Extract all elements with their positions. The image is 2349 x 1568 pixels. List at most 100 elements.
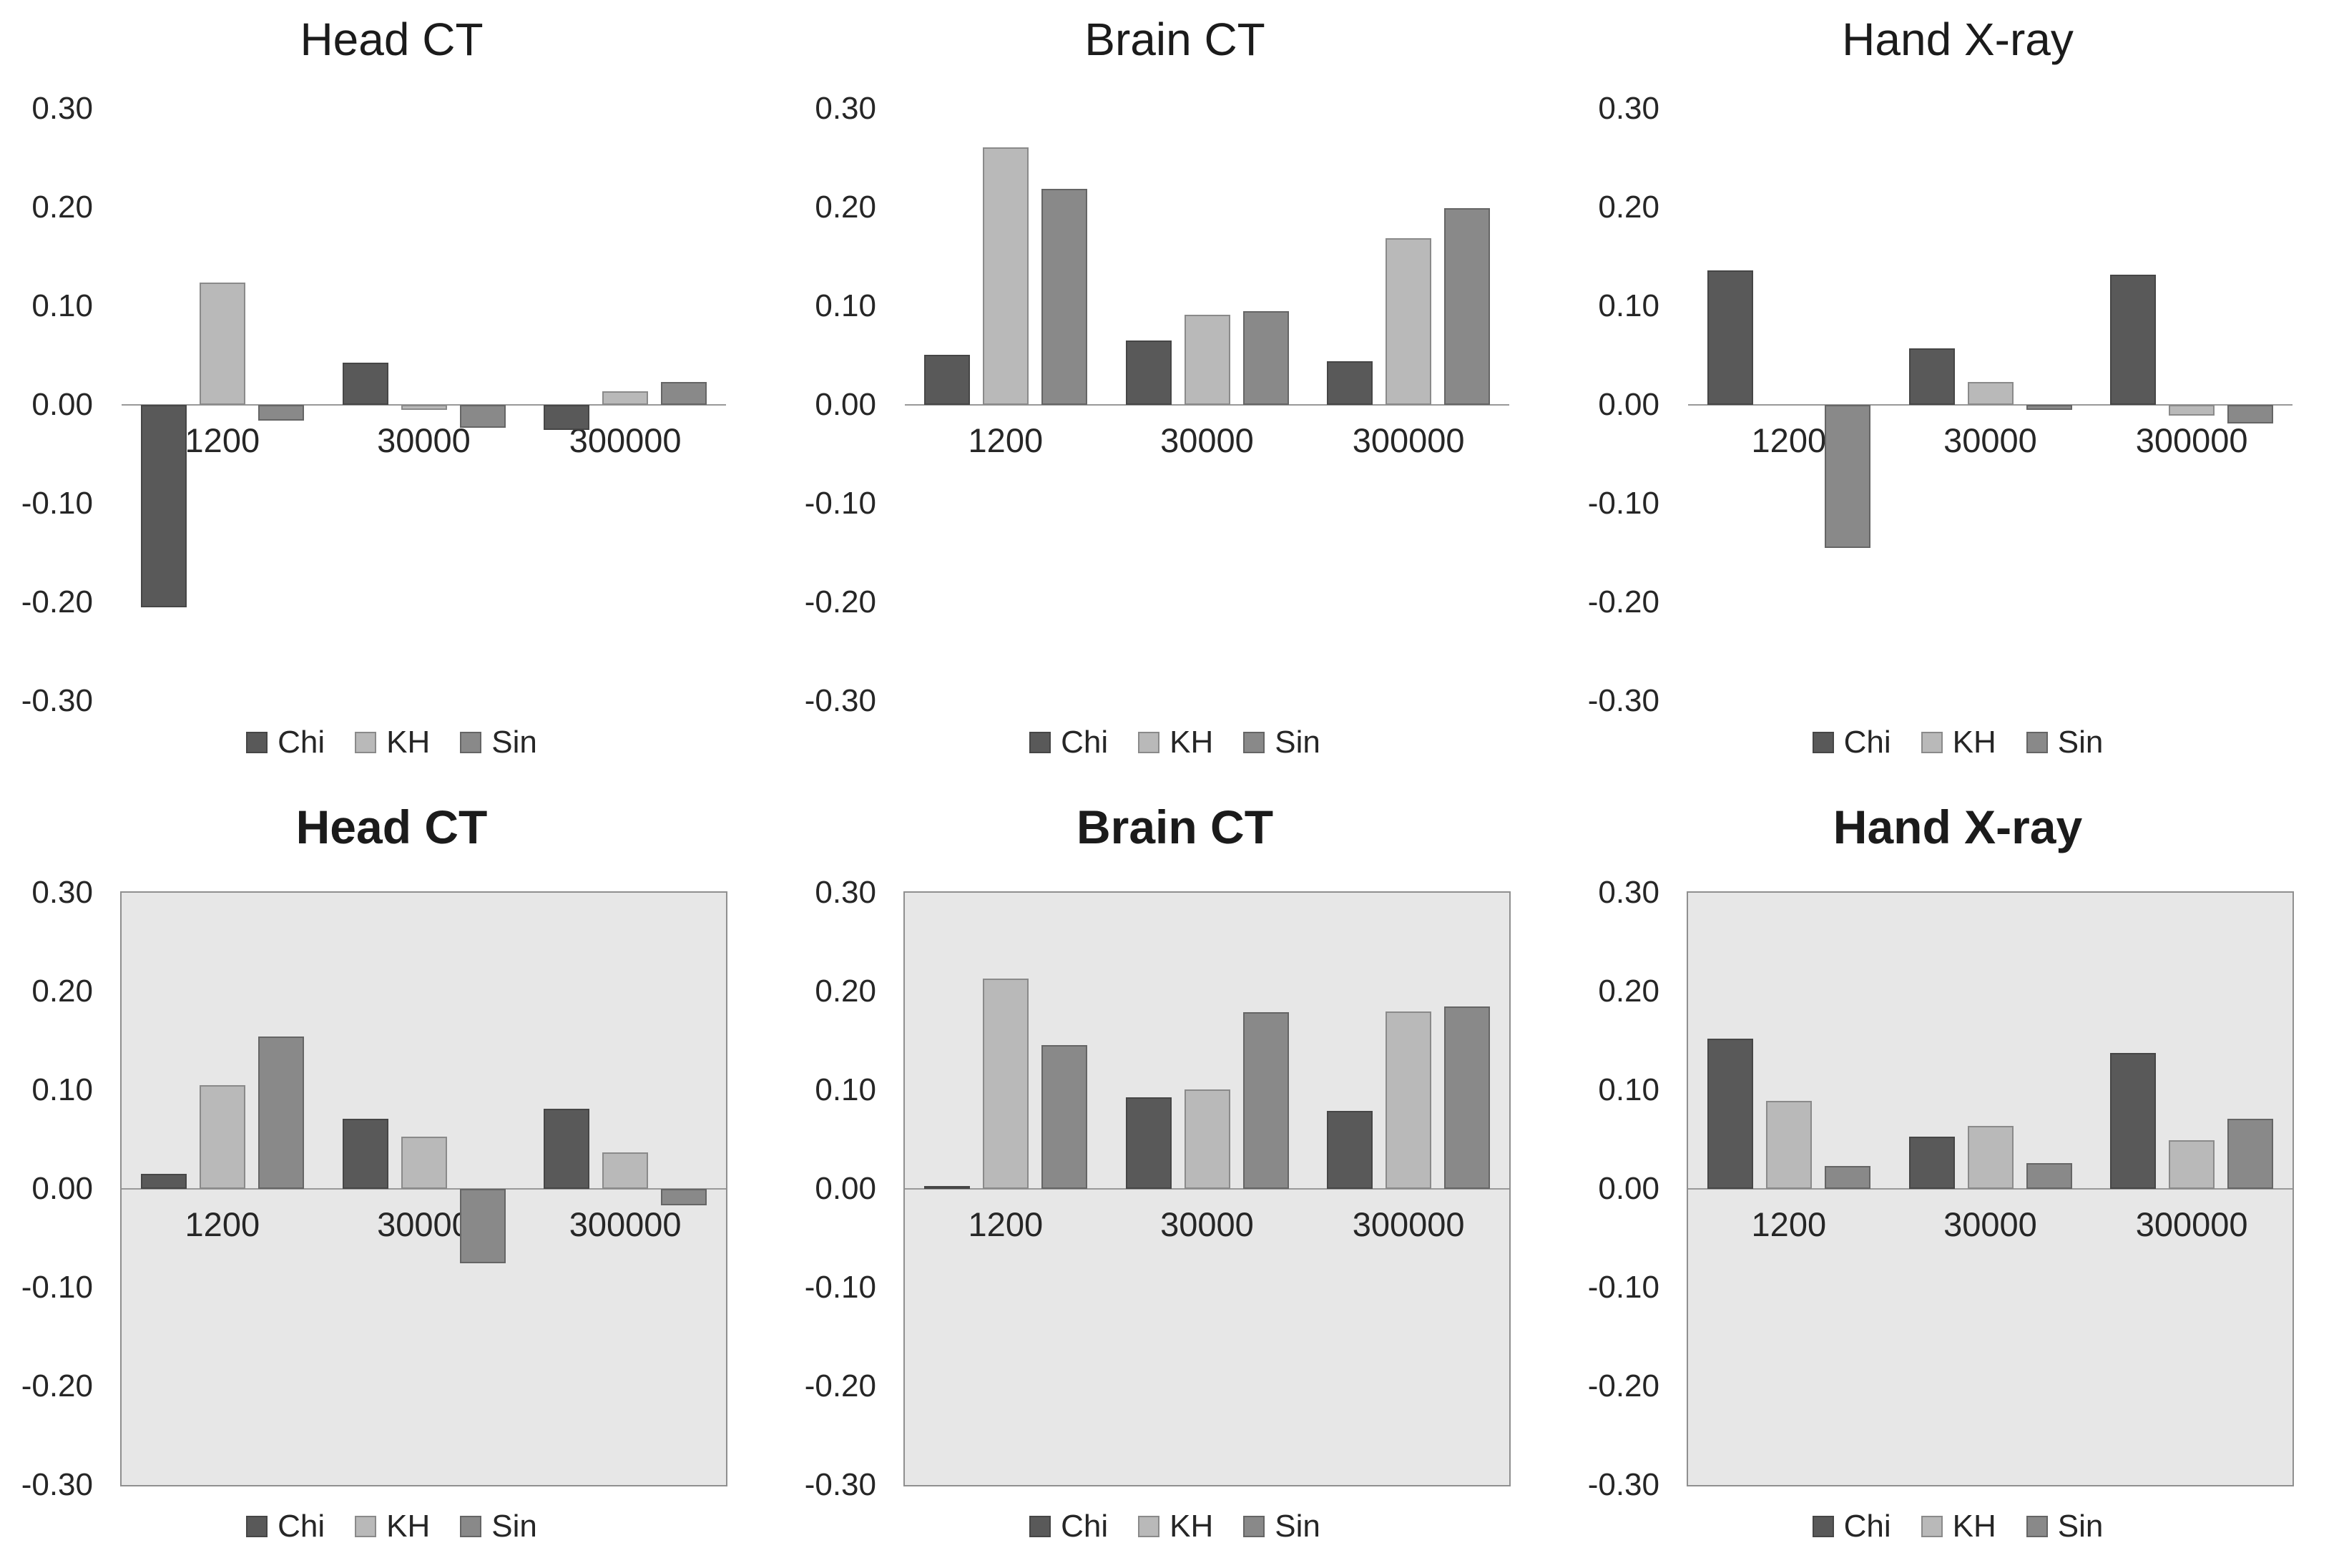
bar-sin-300000 [1444,1006,1491,1189]
bar-kh-1200 [200,1085,245,1189]
x-category-label: 30000 [1943,421,2037,459]
zero-axis-line [905,404,1509,406]
legend-swatch-icon [1812,732,1834,753]
bar-kh-300000 [2169,405,2215,416]
y-axis-tick-label: 0.30 [815,875,876,910]
y-axis-tick-labels: 0.30 0.20 0.10 0.00 -0.10 -0.20 -0.30 [0,91,93,718]
bar-kh-30000 [1184,315,1230,405]
y-axis-tick-label: 0.20 [31,190,93,225]
y-axis-tick-labels: 0.30 0.20 0.10 0.00 -0.10 -0.20 -0.30 [1566,875,1659,1502]
bar-sin-1200 [258,405,304,421]
bar-sin-30000 [2026,405,2072,410]
y-axis-tick-label: 0.30 [1598,91,1659,126]
y-axis-tick-labels: 0.30 0.20 0.10 0.00 -0.10 -0.20 -0.30 [783,875,876,1502]
y-axis-tick-label: 0.10 [815,1072,876,1107]
x-category-label: 1200 [968,1205,1044,1243]
y-axis-tick-label: -0.10 [1587,486,1659,521]
y-axis-tick-label: 0.20 [1598,974,1659,1009]
bar-sin-30000 [2026,1163,2072,1189]
y-axis-tick-label: -0.20 [1587,584,1659,619]
y-axis-tick-label: -0.30 [21,683,93,718]
legend-item-chi: Chi [1812,1509,1891,1544]
plot-area: 1200 30000 300000 [1687,891,2294,1486]
legend-swatch-icon [2026,1516,2048,1537]
chart-title: Head CT [295,800,488,853]
bar-sin-300000 [2227,405,2274,424]
legend-label: Sin [491,725,537,760]
y-axis-tick-label: 0.00 [31,387,93,422]
chart-hand-xray-bottom: Hand X-ray 0.30 0.20 0.10 0.00 -0.10 -0.20 -0.… [1566,784,2349,1568]
legend-item-sin: Sin [460,1509,537,1544]
legend-label: Sin [1275,1509,1320,1544]
y-axis-tick-label: -0.20 [804,1368,876,1403]
bar-sin-30000 [1242,310,1289,405]
bar-kh-300000 [602,1152,649,1189]
x-category-label: 1200 [1751,421,1827,459]
bar-kh-1200 [200,282,245,405]
y-axis-tick-label: 0.00 [815,1171,876,1206]
legend-swatch-icon [2026,732,2048,753]
y-axis-tick-label: -0.10 [804,1270,876,1305]
legend-swatch-icon [246,1516,268,1537]
legend-item-chi: Chi [1029,725,1108,760]
bar-chi-300000 [2110,1052,2157,1189]
y-axis-tick-label: 0.10 [31,1072,93,1107]
y-axis-tick-label: 0.30 [815,91,876,126]
chart-title: Hand X-ray [1842,14,2074,65]
y-axis-tick-label: 0.10 [1598,1072,1659,1107]
y-axis-tick-label: -0.30 [21,1467,93,1502]
legend-item-kh: KH [1138,725,1213,760]
bar-kh-30000 [1967,1125,2014,1189]
y-axis-tick-label: -0.30 [804,1467,876,1502]
bar-sin-300000 [2227,1119,2274,1189]
bar-chi-1200 [924,1185,970,1189]
y-axis-tick-labels: 0.30 0.20 0.10 0.00 -0.10 -0.20 -0.30 [783,91,876,718]
bar-kh-300000 [1386,237,1432,405]
bar-kh-1200 [1766,1101,1812,1189]
legend-label: KH [1169,1509,1214,1544]
y-axis-tick-label: 0.20 [1598,190,1659,225]
legend-swatch-icon [1921,732,1943,753]
zero-axis-line [1688,404,2292,406]
legend-label: Chi [278,725,325,760]
y-axis-tick-label: -0.20 [1587,1368,1659,1403]
legend-label: KH [386,1509,431,1544]
legend-swatch-icon [355,732,377,753]
legend-label: KH [1952,725,1996,760]
x-category-label: 300000 [569,1205,682,1243]
y-axis-tick-label: 0.10 [31,288,93,323]
y-axis-tick-labels: 0.30 0.20 0.10 0.00 -0.10 -0.20 -0.30 [1566,91,1659,718]
legend-label: Sin [491,1509,537,1544]
legend-swatch-icon [1812,1516,1834,1537]
bar-kh-30000 [1967,382,2014,405]
bar-chi-300000 [1327,1110,1373,1189]
legend-label: Chi [1843,1509,1891,1544]
bar-sin-300000 [661,1189,707,1206]
bar-kh-1200 [983,147,1029,405]
y-axis-tick-label: 0.10 [1598,288,1659,323]
bar-sin-1200 [1825,405,1870,549]
chart-title: Brain CT [1076,800,1274,853]
y-axis-tick-label: 0.20 [31,974,93,1009]
bar-sin-300000 [661,382,707,405]
y-axis-tick-label: 0.10 [815,288,876,323]
y-axis-tick-label: 0.00 [1598,387,1659,422]
legend: Chi KH Sin [0,725,783,760]
chart-head-ct-top: Head CT 0.30 0.20 0.10 0.00 -0.10 -0.20 -0.30 … [0,0,783,784]
legend-item-kh: KH [355,1509,430,1544]
y-axis-tick-label: 0.30 [31,91,93,126]
y-axis-tick-label: 0.20 [815,190,876,225]
y-axis-tick-label: -0.10 [21,486,93,521]
bar-chi-300000 [2110,274,2157,405]
y-axis-tick-label: -0.30 [1587,683,1659,718]
legend-item-chi: Chi [246,725,325,760]
chart-title: Brain CT [1084,14,1265,65]
bar-sin-1200 [1825,1166,1870,1189]
zero-axis-line [1688,1188,2292,1190]
legend-swatch-icon [460,732,482,753]
y-axis-tick-label: -0.30 [1587,1467,1659,1502]
y-axis-tick-label: -0.30 [804,683,876,718]
bar-chi-1200 [924,354,970,405]
plot-area: 1200 30000 300000 [1688,109,2292,701]
